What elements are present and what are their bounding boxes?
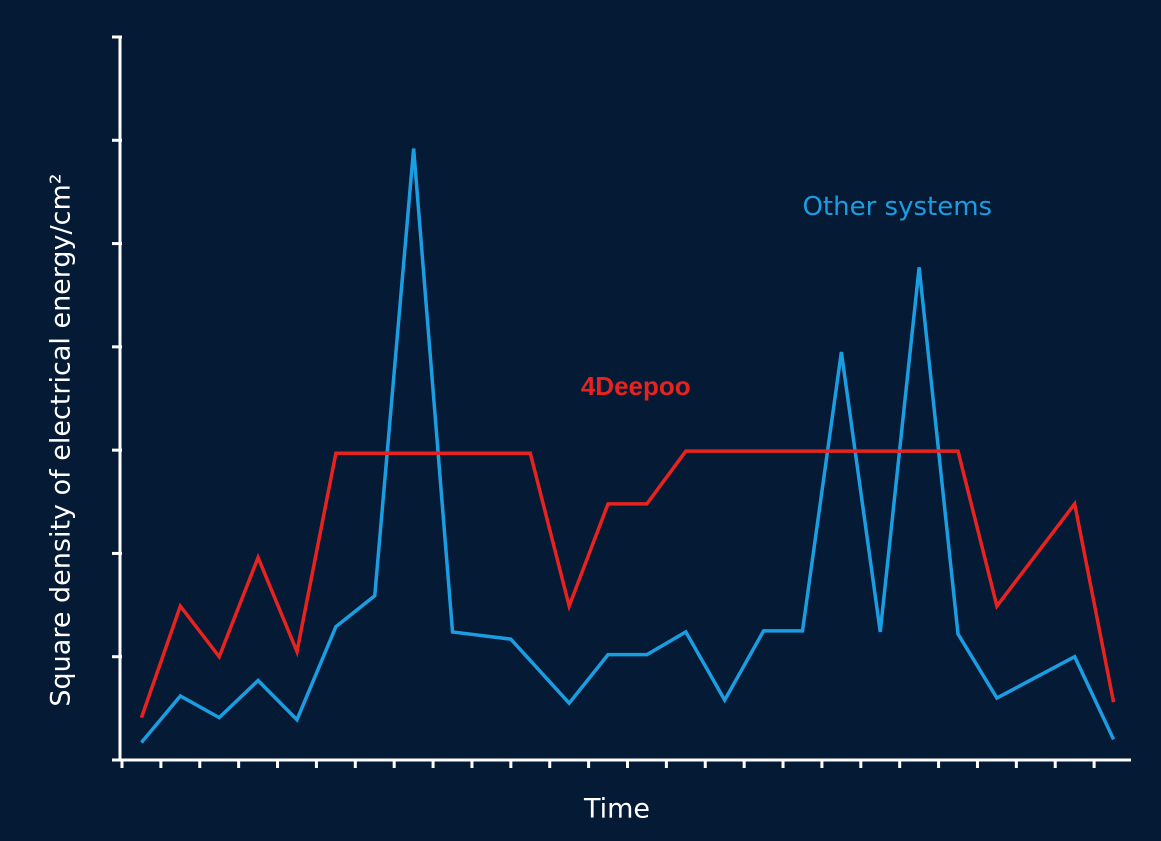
annotation: 4Deepoo: [581, 371, 691, 401]
series-line: [140, 148, 1116, 744]
y-axis-label: Square density of electrical energy/cm²: [46, 173, 77, 706]
series-line: [139, 449, 1116, 719]
x-axis-label: Time: [583, 794, 650, 825]
annotation: Other systems: [802, 192, 992, 222]
